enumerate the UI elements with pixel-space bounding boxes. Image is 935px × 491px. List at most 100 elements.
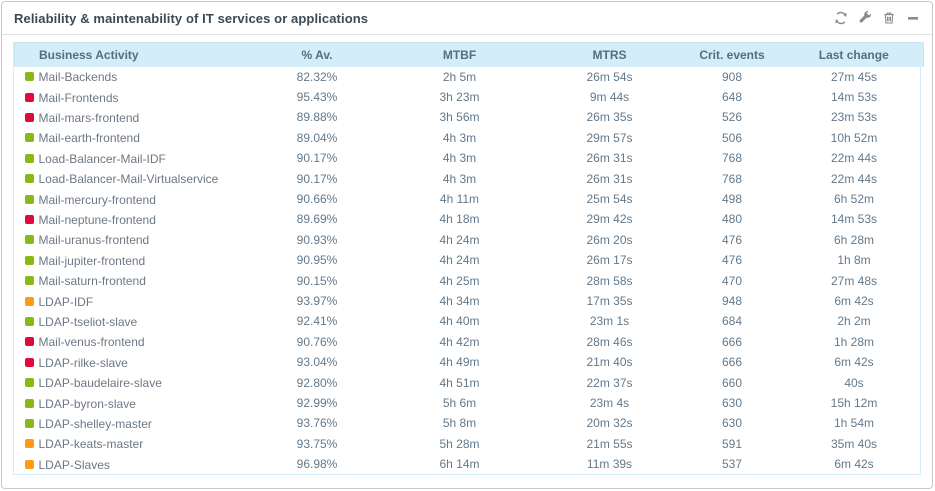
crit-events-cell: 648 bbox=[721, 90, 743, 105]
table-row: LDAP-byron-slave 92.99% 5h 6m 23m 4s 630 15h … bbox=[15, 393, 924, 413]
column-header: Last change bbox=[784, 42, 924, 67]
availability-cell: 93.04% bbox=[296, 355, 338, 370]
availability-cell: 93.97% bbox=[296, 293, 338, 308]
business-activity-name: Load-Balancer-Mail-IDF bbox=[38, 151, 166, 166]
table-body: Mail-Backends 82.32% 2h 5m 26m 54s 908 27m 45… bbox=[15, 67, 924, 475]
mtrs-cell: 23m 4s bbox=[589, 395, 630, 410]
business-activity-cell: LDAP-Slaves bbox=[15, 454, 255, 474]
status-square bbox=[24, 398, 34, 408]
crit-events-cell: 591 bbox=[721, 436, 743, 451]
mtrs-cell: 11m 39s bbox=[586, 457, 633, 472]
availability-cell: 90.17% bbox=[296, 171, 338, 186]
business-activity-name: Mail-jupiter-frontend bbox=[38, 253, 146, 268]
trash-icon[interactable] bbox=[881, 11, 896, 26]
mtbf-cell: 4h 3m bbox=[442, 151, 477, 166]
table-row: LDAP-rilke-slave 93.04% 4h 49m 21m 40s 666 6m… bbox=[15, 352, 924, 372]
table-row: Load-Balancer-Mail-IDF 90.17% 4h 3m 26m 31s… bbox=[15, 148, 924, 168]
mtrs-cell: 29m 42s bbox=[586, 212, 633, 227]
table-row: Mail-Backends 82.32% 2h 5m 26m 54s 908 27m 45… bbox=[15, 67, 924, 87]
column-header: MTRS bbox=[539, 42, 680, 67]
business-activity-cell: Mail-saturn-frontend bbox=[15, 270, 255, 290]
crit-events-cell: 948 bbox=[721, 293, 743, 308]
mtbf-cell: 6h 14m bbox=[439, 457, 480, 472]
table-row: LDAP-Slaves 96.98% 6h 14m 11m 39s 537 6m 42s bbox=[15, 454, 924, 474]
mtbf-cell: 4h 40m bbox=[439, 314, 480, 329]
mtrs-cell: 23m 1s bbox=[589, 314, 630, 329]
last-change-cell: 6h 52m bbox=[833, 192, 875, 207]
crit-events-cell: 470 bbox=[721, 273, 743, 288]
last-change-cell: 14m 53s bbox=[830, 212, 878, 227]
business-activity-cell: LDAP-rilke-slave bbox=[15, 352, 255, 372]
availability-cell: 95.43% bbox=[296, 90, 338, 105]
crit-events-cell: 476 bbox=[721, 232, 743, 247]
reliability-table: Business Activity% Av. MTBF MTRS Crit. even… bbox=[14, 42, 924, 474]
mtrs-cell: 25m 54s bbox=[586, 192, 633, 207]
mtrs-cell: 26m 20s bbox=[586, 232, 633, 247]
business-activity-cell: Mail-Backends bbox=[15, 67, 255, 87]
availability-cell: 89.88% bbox=[296, 110, 338, 125]
mtrs-cell: 28m 46s bbox=[586, 334, 633, 349]
mtbf-cell: 5h 28m bbox=[439, 436, 480, 451]
crit-events-cell: 498 bbox=[721, 192, 743, 207]
business-activity-name: LDAP-shelley-master bbox=[38, 416, 152, 431]
table-row: LDAP-baudelaire-slave 92.80% 4h 51m 22m 37s… bbox=[15, 372, 924, 392]
status-square bbox=[24, 418, 34, 428]
business-activity-name: LDAP-IDF bbox=[38, 294, 94, 309]
business-activity-cell: LDAP-baudelaire-slave bbox=[15, 372, 255, 392]
mtrs-cell: 26m 54s bbox=[586, 69, 633, 84]
availability-cell: 90.15% bbox=[296, 273, 338, 288]
mtbf-cell: 4h 51m bbox=[439, 375, 480, 390]
business-activity-cell: LDAP-tseliot-slave bbox=[15, 311, 255, 331]
business-activity-cell: Mail-neptune-frontend bbox=[15, 209, 255, 229]
widget-toolbar bbox=[833, 11, 920, 26]
business-activity-name: Mail-earth-frontend bbox=[38, 131, 140, 146]
mtrs-cell: 22m 37s bbox=[586, 375, 633, 390]
business-activity-name: LDAP-keats-master bbox=[38, 437, 144, 452]
last-change-cell: 22m 44s bbox=[830, 151, 878, 166]
wrench-icon[interactable] bbox=[857, 11, 872, 26]
last-change-cell: 27m 45s bbox=[830, 69, 878, 84]
status-square bbox=[24, 174, 34, 184]
availability-cell: 93.76% bbox=[296, 416, 338, 431]
column-header: % Av. bbox=[254, 42, 380, 67]
table-row: Mail-mercury-frontend 90.66% 4h 11m 25m 54s… bbox=[15, 189, 924, 209]
table-row: Mail-jupiter-frontend 90.95% 4h 24m 26m 17s… bbox=[15, 250, 924, 270]
last-change-cell: 6m 42s bbox=[834, 457, 874, 472]
table-row: Mail-Frontends 95.43% 3h 23m 9m 44s 648 14m 5… bbox=[15, 87, 924, 107]
crit-events-cell: 537 bbox=[721, 457, 743, 472]
mtbf-cell: 5h 8m bbox=[442, 416, 477, 431]
crit-events-cell: 476 bbox=[721, 253, 743, 268]
business-activity-name: Mail-neptune-frontend bbox=[38, 212, 156, 227]
status-square bbox=[24, 194, 34, 204]
availability-cell: 90.17% bbox=[296, 151, 338, 166]
table-row: Mail-neptune-frontend 89.69% 4h 18m 29m 42s… bbox=[15, 209, 924, 229]
business-activity-name: LDAP-rilke-slave bbox=[38, 355, 128, 370]
column-header: MTBF bbox=[379, 42, 540, 67]
table-row: Mail-mars-frontend 89.88% 3h 56m 26m 35s 526… bbox=[15, 107, 924, 127]
widget-titlebar: Reliability & maintenability of IT servi… bbox=[2, 2, 932, 35]
status-square bbox=[24, 276, 34, 286]
last-change-cell: 14m 53s bbox=[830, 90, 878, 105]
availability-cell: 90.95% bbox=[296, 253, 338, 268]
availability-cell: 93.75% bbox=[296, 436, 338, 451]
business-activity-cell: LDAP-shelley-master bbox=[15, 413, 255, 433]
status-square bbox=[24, 439, 34, 449]
minimize-icon[interactable] bbox=[905, 11, 920, 26]
business-activity-name: Mail-venus-frontend bbox=[38, 335, 145, 350]
status-square bbox=[24, 113, 34, 123]
crit-events-cell: 666 bbox=[721, 355, 743, 370]
availability-cell: 89.04% bbox=[296, 130, 338, 145]
business-activity-cell: Mail-mars-frontend bbox=[15, 107, 255, 127]
table-row: LDAP-IDF 93.97% 4h 34m 17m 35s 948 6m 42s bbox=[15, 291, 924, 311]
business-activity-name: LDAP-tseliot-slave bbox=[38, 314, 138, 329]
availability-cell: 89.69% bbox=[296, 212, 338, 227]
status-square bbox=[24, 235, 34, 245]
table-row: Load-Balancer-Mail-Virtualservice 90.17% 4… bbox=[15, 168, 924, 188]
business-activity-cell: Mail-earth-frontend bbox=[15, 128, 255, 148]
refresh-icon[interactable] bbox=[833, 11, 848, 26]
status-square bbox=[24, 357, 34, 367]
last-change-cell: 6m 42s bbox=[834, 293, 874, 308]
business-activity-cell: Mail-jupiter-frontend bbox=[15, 250, 255, 270]
mtbf-cell: 4h 18m bbox=[439, 212, 480, 227]
availability-cell: 92.80% bbox=[296, 375, 338, 390]
